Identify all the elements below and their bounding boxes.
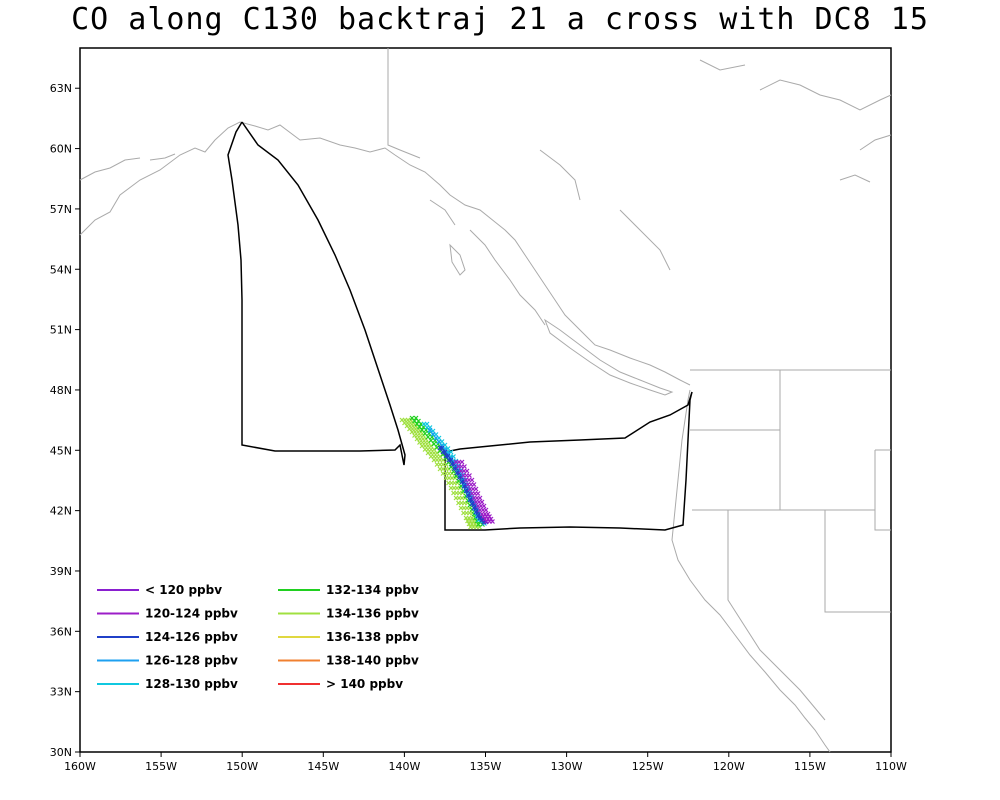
x-tick-label: 145W <box>307 760 339 773</box>
x-axis: 160W 155W 150W 145W 140W 135W 130W 125W 120W 115W… <box>64 752 907 773</box>
trajectory-mark <box>448 449 454 455</box>
y-tick-label: 33N <box>50 686 72 699</box>
trajectory-mark <box>427 427 433 433</box>
y-tick-label: 45N <box>50 444 72 457</box>
x-tick-label: 120W <box>713 760 745 773</box>
trajectory-mark <box>419 427 425 433</box>
trajectory-mark <box>476 522 481 527</box>
y-tick-label: 42N <box>50 505 72 518</box>
y-tick-label: 48N <box>50 384 72 397</box>
x-tick-label: 130W <box>551 760 583 773</box>
legend-label: 138-140 ppbv <box>326 654 419 668</box>
trajectory-mark <box>464 468 470 474</box>
trajectory-mark <box>490 519 495 524</box>
legend-label: 136-138 ppbv <box>326 630 419 644</box>
legend-label: < 120 ppbv <box>145 583 222 597</box>
trajectory-mark <box>422 431 428 436</box>
y-tick-label: 60N <box>50 143 72 156</box>
legend-label: 134-136 ppbv <box>326 607 419 621</box>
coastlines <box>79 48 892 753</box>
legend-label: 124-126 ppbv <box>145 630 238 644</box>
map-frame <box>79 47 892 753</box>
trajectory-mark <box>434 450 440 456</box>
y-tick-label: 63N <box>50 82 72 95</box>
trajectory-mark <box>409 415 415 421</box>
trajectory-mark <box>433 435 439 441</box>
trajectory-mark <box>448 457 454 463</box>
trajectory-mark <box>485 511 491 517</box>
y-tick-label: 30N <box>50 746 72 759</box>
trajectory-mark <box>473 486 479 492</box>
trajectory-mark <box>479 499 485 505</box>
x-tick-label: 160W <box>64 760 96 773</box>
trajectory-mark <box>462 464 467 469</box>
y-axis: 30N 33N 36N 39N 42N 45N 48N 51N 54N 57N 60N 63N <box>50 82 80 759</box>
trajectory-mark <box>437 454 443 459</box>
trajectory-mark <box>424 421 430 427</box>
y-tick-label: 39N <box>50 565 72 578</box>
trajectory-mark <box>451 454 456 459</box>
y-tick-label: 51N <box>50 324 72 337</box>
y-tick-label: 57N <box>50 203 72 216</box>
x-tick-label: 115W <box>794 760 826 773</box>
trajectory-mark <box>471 482 477 487</box>
trajectory-mark <box>477 495 483 501</box>
x-tick-label: 110W <box>875 760 907 773</box>
trajectory-mark <box>442 449 448 455</box>
x-tick-label: 150W <box>226 760 258 773</box>
trajectory-mark <box>431 441 437 447</box>
trajectory-mark <box>475 491 481 496</box>
x-tick-label: 155W <box>145 760 177 773</box>
trajectory-mark <box>428 443 434 449</box>
trajectory-mark <box>459 459 465 465</box>
y-tick-label: 54N <box>50 263 72 276</box>
trajectory-mark <box>436 439 442 445</box>
trajectory-mark <box>488 516 494 522</box>
x-tick-label: 125W <box>632 760 664 773</box>
trajectory-mark <box>431 447 437 452</box>
trajectory-mark <box>425 434 431 440</box>
legend-label: 126-128 ppbv <box>145 654 238 668</box>
x-tick-label: 140W <box>388 760 420 773</box>
y-tick-label: 36N <box>50 625 72 638</box>
co-trajectory <box>399 415 495 530</box>
trajectory-mark <box>428 438 434 443</box>
trajectory-mark <box>445 453 451 459</box>
trajectory-mark <box>483 507 489 513</box>
x-tick-label: 135W <box>470 760 502 773</box>
trajectory-mark <box>430 431 436 437</box>
trajectory-mark <box>414 421 420 427</box>
flight-track <box>227 121 693 531</box>
legend-label: 128-130 ppbv <box>145 677 238 691</box>
legend: < 120 ppbv 120-124 ppbv 124-126 ppbv 126-12… <box>97 583 419 691</box>
trajectory-mark <box>416 418 421 424</box>
trajectory-mark <box>481 503 487 509</box>
trajectory-mark <box>469 477 475 483</box>
trajectory-mark <box>413 415 419 421</box>
trajectory-mark <box>487 514 492 519</box>
trajectory-mark <box>412 418 417 424</box>
legend-label: 132-134 ppbv <box>326 583 419 597</box>
map-title: CO along C130 backtraj 21 a cross with D… <box>71 2 929 37</box>
legend-label: 120-124 ppbv <box>145 607 238 621</box>
trajectory-mark <box>440 457 446 463</box>
legend-label: > 140 ppbv <box>326 677 403 691</box>
trajectory-mark <box>417 424 422 430</box>
trajectory-mark <box>467 473 472 478</box>
trajectory-mark <box>439 445 445 451</box>
